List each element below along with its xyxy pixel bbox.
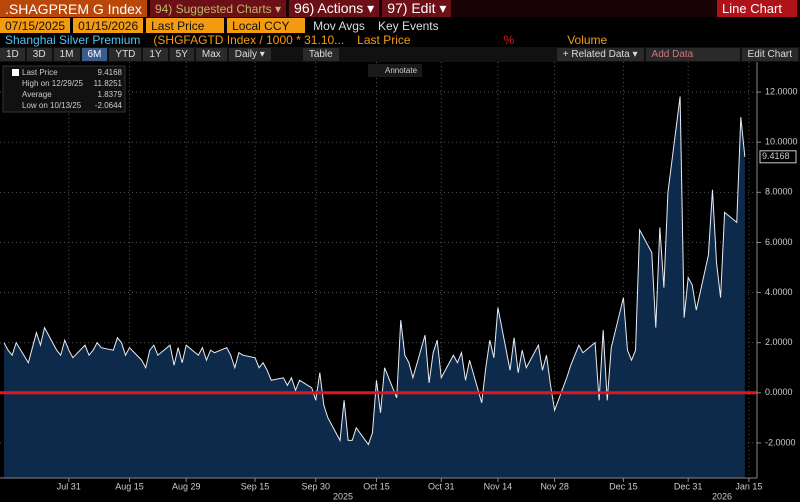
period-button[interactable]: 5Y (169, 48, 194, 61)
stat-label: Average (22, 90, 52, 99)
add-data[interactable]: Add Data (645, 48, 740, 61)
y-tick-label: -2.0000 (765, 437, 796, 447)
x-tick-label: Oct 15 (363, 481, 390, 491)
y-tick-label: 10.0000 (765, 137, 798, 147)
stat-value: -2.0644 (95, 101, 123, 110)
y-tick-label: 2.0000 (765, 337, 793, 347)
x-tick-label: Aug 29 (172, 481, 201, 491)
x-tick-label: Sep 15 (241, 481, 270, 491)
period-button[interactable]: 3D (26, 48, 52, 61)
pct: % (503, 33, 515, 47)
y-tick-label: 8.0000 (765, 187, 793, 197)
formula-field: Last Price (357, 33, 411, 47)
edit-chart[interactable]: Edit Chart (741, 48, 798, 61)
period-button[interactable]: 1M (53, 48, 80, 61)
x-tick-label: Oct 31 (428, 481, 455, 491)
x-tick-label: Dec 15 (609, 481, 638, 491)
y-tick-label: 4.0000 (765, 287, 793, 297)
period-button[interactable]: YTD (109, 48, 142, 61)
stat-label: Last Price (22, 68, 58, 77)
menu[interactable]: 96) Actions ▾ (289, 0, 380, 17)
period-button[interactable]: 1D (0, 48, 25, 61)
last-price-label: 9.4168 (762, 151, 790, 161)
x-tick-label: Jul 31 (57, 481, 81, 491)
view-name: Line Chart (717, 0, 797, 17)
stat-label: High on 12/29/25 (22, 79, 83, 88)
period-button[interactable]: 6M (81, 48, 108, 61)
stat-value: 9.4168 (98, 68, 123, 77)
period-button[interactable]: Max (195, 48, 227, 61)
currency-select[interactable]: Local CCY (227, 18, 306, 33)
chart: -2.0000 0.0000 2.0000 4.0000 6.0000 8.0000 10.… (0, 62, 798, 501)
related-data[interactable]: + Related Data ▾ (556, 48, 644, 61)
mov-avgs[interactable]: Mov Avgs (313, 18, 365, 33)
area (4, 96, 745, 478)
key-events[interactable]: Key Events (377, 18, 439, 33)
stat-swatch (12, 69, 19, 76)
x-tick-label: Sep 30 (301, 481, 330, 491)
x-tick-label: Nov 14 (484, 481, 513, 491)
annotate-label: Annotate (385, 66, 418, 75)
y-tick-label: 6.0000 (765, 237, 793, 247)
stat-value: 11.8251 (94, 79, 123, 88)
legend-bar: Shanghai Silver Premium (SHGFAGTD Index … (0, 33, 800, 47)
toolbar: 1D 3D 1M 6M YTD 1Y 5Y Max Daily ▾ Table + Related … (0, 47, 800, 62)
frequency[interactable]: Daily ▾ (228, 48, 271, 61)
date-input[interactable]: 07/15/2025 (0, 18, 71, 33)
series-name: Shanghai Silver Premium (5, 33, 141, 47)
year-label: 2026 (712, 491, 732, 501)
period-button[interactable]: 1Y (143, 48, 168, 61)
stat-value: 1.8379 (98, 90, 123, 99)
y-tick-label: 0.0000 (765, 387, 793, 397)
x-tick-label: Dec 31 (674, 481, 703, 491)
menu[interactable]: 97) Edit ▾ (382, 0, 452, 17)
field-select[interactable]: Last Price (146, 18, 225, 33)
last-price-tag (759, 150, 797, 164)
date-input[interactable]: 01/15/2026 (73, 18, 144, 33)
line (3, 96, 746, 446)
annotate-button (368, 64, 422, 77)
settings-bar: 07/15/2025 01/15/2026 Last Price Local C… (0, 18, 800, 33)
stat-label: Low on 10/13/25 (22, 101, 82, 110)
x-tick-label: Aug 15 (115, 481, 144, 491)
x-tick-label: Jan 15 (735, 481, 762, 491)
formula: (SHGFAGTD Index / 1000 * 31.10... (153, 33, 345, 47)
menu[interactable]: 94) Suggested Charts ▾ (149, 0, 287, 17)
ticker[interactable]: .SHAGPREM G Index (0, 0, 147, 17)
year-label: 2025 (333, 491, 353, 501)
stats-box (2, 65, 126, 113)
table-button[interactable]: Table (302, 48, 339, 61)
top-bar: .SHAGPREM G Index 94) Suggested Charts ▾… (0, 0, 800, 17)
y-tick-label: 12.0000 (765, 86, 798, 96)
x-tick-label: Nov 28 (540, 481, 569, 491)
volume: Volume (567, 33, 608, 47)
